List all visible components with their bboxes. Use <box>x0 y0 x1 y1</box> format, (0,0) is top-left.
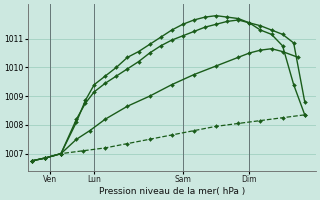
X-axis label: Pression niveau de la mer( hPa ): Pression niveau de la mer( hPa ) <box>99 187 245 196</box>
